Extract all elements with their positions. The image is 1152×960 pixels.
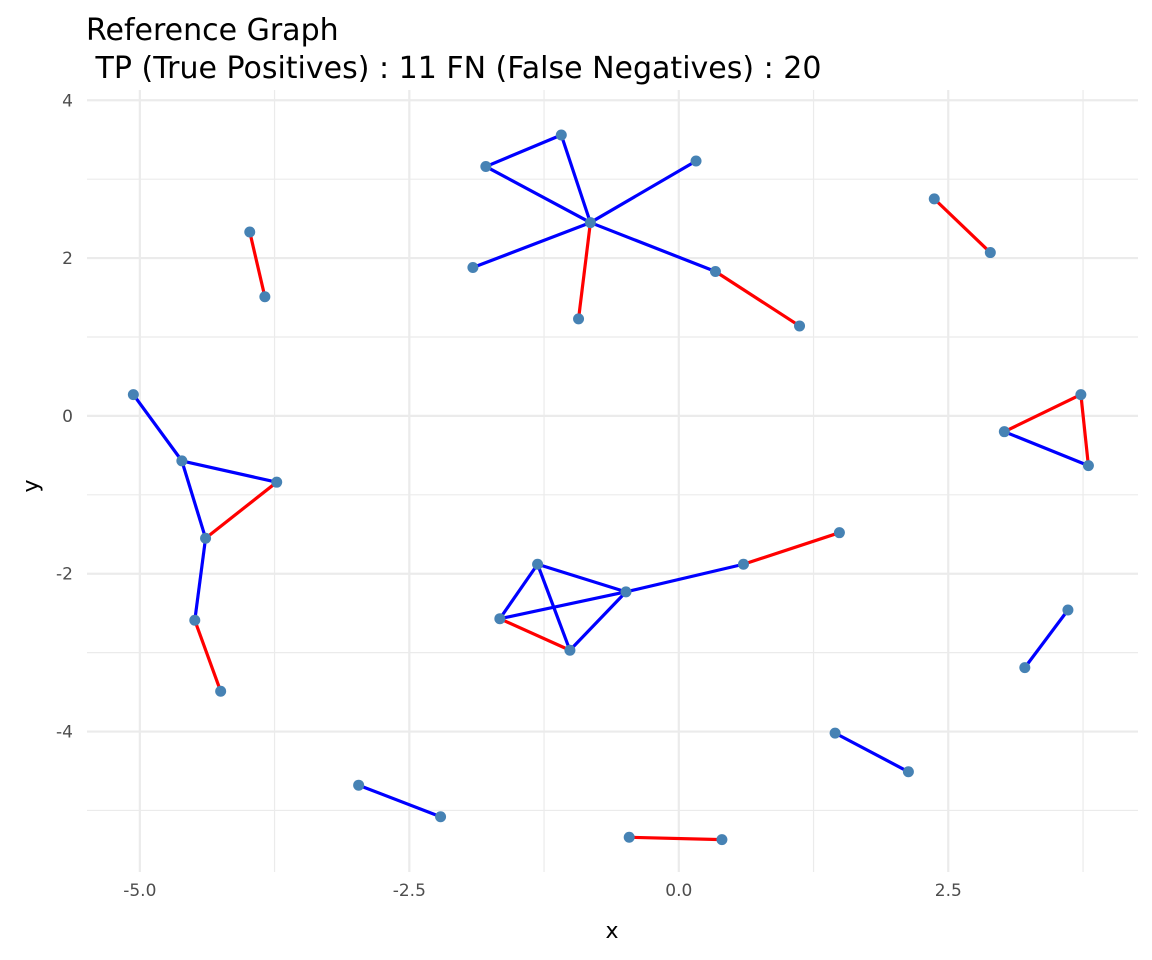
fn-edge <box>499 590 627 621</box>
node-point <box>1075 389 1087 401</box>
grid <box>87 90 1138 872</box>
fn-edge <box>358 783 442 819</box>
y-tick-label: -4 <box>56 723 73 743</box>
fn-edge <box>498 563 539 620</box>
node-point <box>584 217 596 229</box>
tp-edge <box>1003 393 1082 434</box>
tp-edge <box>629 835 722 842</box>
node-point <box>189 614 201 626</box>
node-point <box>928 193 940 205</box>
node-point <box>829 727 841 739</box>
x-tick-label: -2.5 <box>393 881 426 901</box>
fn-edge <box>625 562 744 594</box>
chart-title: Reference Graph <box>86 13 339 48</box>
fn-edge <box>589 159 697 224</box>
y-tick-label: 2 <box>62 249 73 269</box>
node-point <box>494 613 506 625</box>
fn-edge <box>180 460 208 539</box>
x-tick-label: -5.0 <box>123 881 156 901</box>
node-point <box>902 766 914 778</box>
node-point <box>564 644 576 656</box>
node-point <box>833 527 845 539</box>
node-point <box>794 320 806 332</box>
node-point <box>532 558 544 570</box>
node-point <box>555 129 567 141</box>
fn-edge <box>834 731 910 774</box>
node-point <box>623 831 635 843</box>
fn-edge <box>559 134 592 224</box>
node-point <box>1019 662 1031 674</box>
node-point <box>176 455 188 467</box>
node-point <box>480 161 492 173</box>
node-point <box>259 291 271 303</box>
node-point <box>709 265 721 277</box>
x-tick-label: 0.0 <box>665 881 692 901</box>
node-point <box>620 586 632 598</box>
ticks: -5.0 -2.5 0.0 2.5 -4 -2 0 2 4 <box>56 91 962 901</box>
node-point <box>573 313 585 325</box>
node-point <box>200 532 212 544</box>
fn-edge <box>193 538 208 621</box>
fn-edge <box>1003 430 1090 468</box>
node-point <box>435 811 447 823</box>
tp-edge <box>576 222 592 320</box>
fn-edge <box>485 133 562 169</box>
tp-edge <box>499 617 571 652</box>
y-tick-label: -2 <box>56 565 73 585</box>
fn-edge <box>472 221 591 270</box>
fn-edge <box>537 562 627 594</box>
tp-edge <box>714 270 801 328</box>
node-point <box>353 779 365 791</box>
node-point <box>984 247 996 259</box>
fn-edge <box>181 459 278 484</box>
fn-edge <box>1023 609 1070 669</box>
node-point <box>215 685 227 697</box>
fn-edge <box>132 393 184 462</box>
fn-edge <box>589 221 717 273</box>
node-point <box>271 476 283 488</box>
fn-edge <box>485 165 592 224</box>
tp-edge <box>1079 394 1091 466</box>
node-point <box>737 558 749 570</box>
tp-edge <box>933 197 992 254</box>
tp-edge <box>742 531 840 566</box>
node-point <box>244 226 256 238</box>
tp-edge <box>204 480 278 540</box>
tp-edge <box>248 231 267 298</box>
node-point <box>716 834 728 846</box>
edges <box>132 133 1091 842</box>
tp-edge <box>193 619 223 692</box>
node-point <box>127 389 139 401</box>
node-point <box>1062 604 1074 616</box>
fn-edge <box>568 590 628 652</box>
chart-subtitle: TP (True Positives) : 11 FN (False Negat… <box>86 51 821 86</box>
x-tick-label: 2.5 <box>935 881 962 901</box>
node-point <box>690 155 702 167</box>
node-point <box>467 262 479 274</box>
y-tick-label: 4 <box>62 91 73 111</box>
node-point <box>998 426 1010 438</box>
y-tick-label: 0 <box>62 407 73 427</box>
nodes <box>127 129 1094 846</box>
y-axis-label: y <box>19 479 44 492</box>
node-point <box>1082 460 1094 472</box>
x-axis-label: x <box>605 919 618 944</box>
